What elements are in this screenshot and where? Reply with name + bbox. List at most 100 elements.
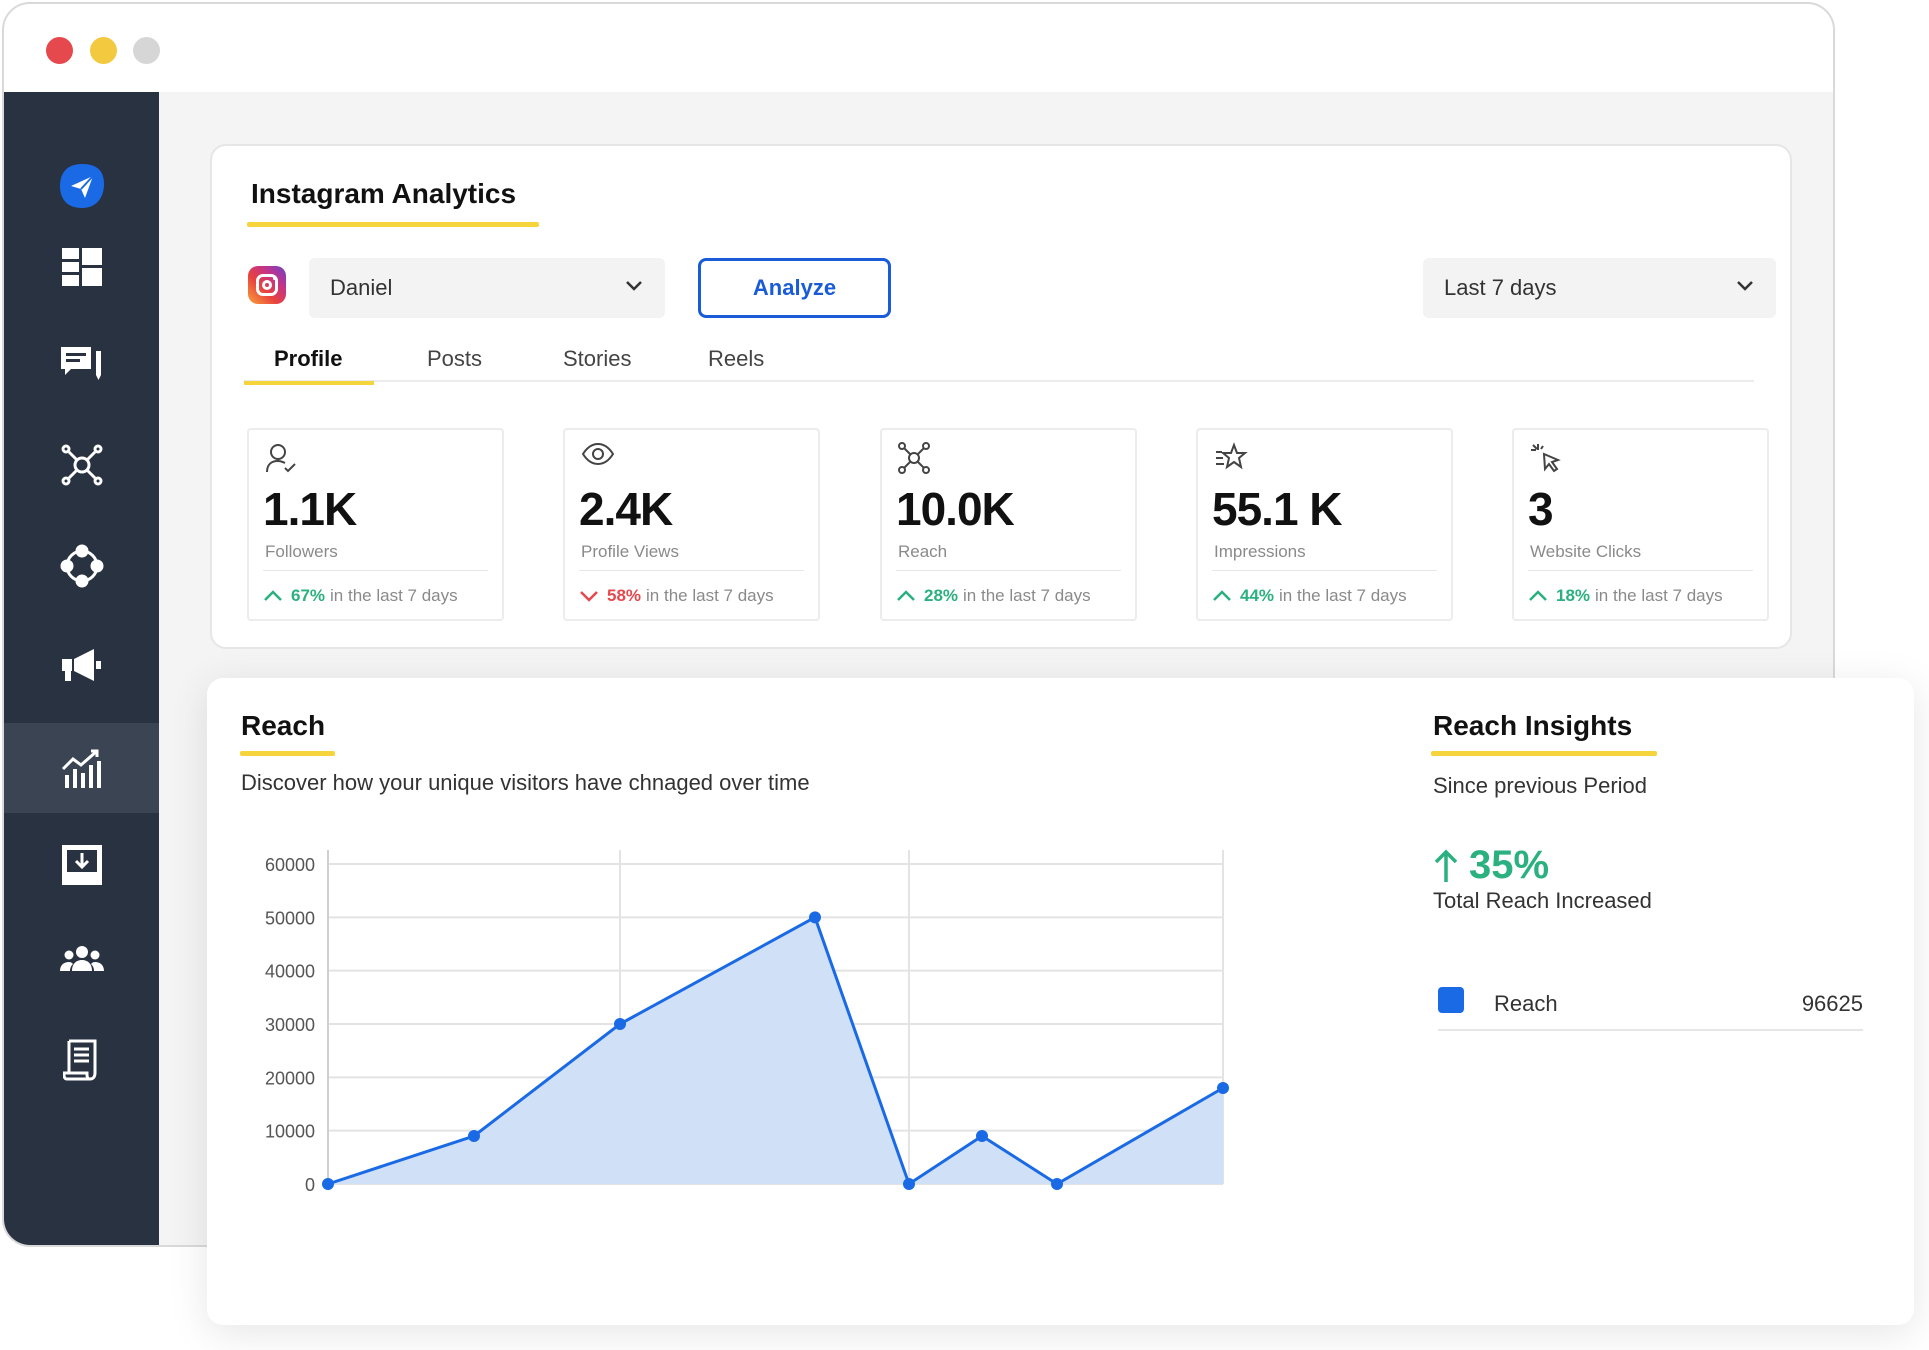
stat-label: Followers — [265, 542, 338, 561]
chevron-down-icon — [626, 281, 642, 291]
sidebar — [4, 92, 159, 1245]
megaphone-icon[interactable] — [4, 621, 159, 711]
analytics-icon[interactable] — [4, 723, 159, 813]
reach-change-label: Total Reach Increased — [1433, 888, 1652, 913]
stat-trend-suffix: in the last 7 days — [1595, 586, 1723, 605]
reach-description: Discover how your unique visitors have c… — [241, 770, 810, 795]
minimize-window-button[interactable] — [90, 37, 117, 64]
stat-card-followers: 1.1K Followers 67% in the last 7 days — [247, 428, 504, 621]
reach-data-point — [614, 1018, 626, 1030]
title-underline — [240, 751, 335, 756]
stat-card-reach: 10.0K Reach 28% in the last 7 days — [880, 428, 1137, 621]
y-tick-label: 40000 — [265, 962, 315, 982]
send-icon[interactable] — [4, 141, 159, 231]
stat-trend-suffix: in the last 7 days — [963, 586, 1091, 605]
stat-value: 1.1K — [263, 483, 357, 535]
arrow-up-icon — [1434, 849, 1458, 882]
chevron-down-icon — [1737, 281, 1753, 291]
star-icon — [1216, 442, 1248, 470]
cursor-click-icon — [1531, 444, 1561, 473]
messages-icon[interactable] — [4, 319, 159, 409]
stat-trend-suffix: in the last 7 days — [646, 586, 774, 605]
report-icon[interactable] — [4, 1015, 159, 1105]
stat-card-website-clicks: 3 Website Clicks 18% in the last 7 days — [1512, 428, 1769, 621]
analytics-title: Instagram Analytics — [251, 178, 517, 209]
reach-series-line — [327, 915, 1224, 1187]
reach-data-point — [1217, 1082, 1229, 1094]
account-select[interactable]: Daniel — [309, 258, 665, 318]
reach-data-point — [976, 1130, 988, 1142]
tab-reels[interactable]: Reels — [708, 346, 765, 371]
stat-trend: 58% in the last 7 days — [579, 586, 774, 606]
tab-stories[interactable]: Stories — [563, 346, 632, 371]
stat-trend: 18% in the last 7 days — [1528, 586, 1723, 606]
reach-insights-title: Reach Insights — [1433, 710, 1633, 741]
instagram-analytics-card: Instagram Analytics Daniel Analyze Last … — [210, 144, 1792, 649]
stat-value: 2.4K — [579, 483, 673, 535]
stat-trend: 67% in the last 7 days — [263, 586, 458, 606]
reach-card: Reach Discover how your unique visitors … — [207, 678, 1914, 1325]
maximize-window-button[interactable] — [133, 37, 160, 64]
team-icon[interactable] — [4, 915, 159, 1005]
stat-label: Impressions — [1214, 542, 1306, 561]
reach-data-point — [1051, 1178, 1063, 1190]
title-underline — [247, 222, 539, 227]
stat-trend-percent: 28% — [924, 586, 959, 605]
stat-label: Reach — [898, 542, 948, 561]
stat-trend: 44% in the last 7 days — [1212, 586, 1407, 606]
instagram-logo-icon — [248, 266, 286, 304]
analytics-tabs: Profile Posts Stories Reels — [244, 346, 1754, 385]
stat-trend-percent: 58% — [607, 586, 642, 605]
user-check-icon — [266, 444, 296, 473]
stat-value: 3 — [1528, 483, 1554, 535]
eye-icon — [581, 442, 615, 466]
y-tick-label: 60000 — [265, 855, 315, 875]
stat-trend: 28% in the last 7 days — [896, 586, 1091, 606]
divider — [1212, 570, 1437, 571]
title-bar — [4, 4, 1833, 92]
chevron-up-icon — [264, 590, 282, 601]
reach-data-point — [468, 1130, 480, 1142]
active-tab-underline — [244, 381, 374, 385]
divider — [263, 570, 488, 571]
reach-area-fill — [328, 917, 1223, 1184]
browser-window: Instagram Analytics Daniel Analyze Last … — [2, 2, 1835, 1247]
y-tick-label: 50000 — [265, 908, 315, 928]
stat-card-impressions: 55.1 K Impressions 44% in the last 7 day… — [1196, 428, 1453, 621]
analyze-button[interactable]: Analyze — [698, 258, 891, 318]
legend-value: 96625 — [1801, 991, 1863, 1016]
legend-row: Reach 96625 — [1438, 979, 1863, 1031]
legend-swatch — [1438, 987, 1464, 1013]
y-tick-label: 30000 — [265, 1015, 315, 1035]
stat-label: Profile Views — [581, 542, 679, 561]
network-icon — [898, 442, 930, 474]
reach-data-point — [809, 911, 821, 924]
y-tick-label: 20000 — [265, 1068, 315, 1088]
reach-change: 35% — [1433, 843, 1549, 888]
period-select[interactable]: Last 7 days — [1423, 258, 1776, 318]
legend-name: Reach — [1494, 991, 1558, 1016]
stat-label: Website Clicks — [1530, 542, 1642, 561]
title-underline — [1431, 751, 1657, 756]
stat-trend-suffix: in the last 7 days — [1279, 586, 1407, 605]
tab-posts[interactable]: Posts — [427, 346, 483, 371]
stat-trend-percent: 44% — [1240, 586, 1275, 605]
divider — [1528, 570, 1753, 571]
stat-trend-percent: 67% — [291, 586, 326, 605]
period-select-value: Last 7 days — [1444, 275, 1557, 300]
since-previous-period-label: Since previous Period — [1433, 773, 1648, 798]
chevron-down-icon — [580, 591, 598, 602]
reach-title: Reach — [241, 710, 326, 741]
network-icon[interactable] — [4, 420, 159, 510]
reach-data-point — [322, 1178, 334, 1190]
account-select-value: Daniel — [330, 275, 393, 300]
y-tick-label: 10000 — [265, 1122, 315, 1142]
inbox-download-icon[interactable] — [4, 820, 159, 910]
dashboard-icon[interactable] — [4, 222, 159, 312]
divider — [579, 570, 804, 571]
stat-trend-suffix: in the last 7 days — [330, 586, 458, 605]
tab-profile[interactable]: Profile — [274, 346, 343, 371]
close-window-button[interactable] — [46, 37, 73, 64]
stat-value: 10.0K — [896, 483, 1015, 535]
workflow-icon[interactable] — [4, 521, 159, 611]
